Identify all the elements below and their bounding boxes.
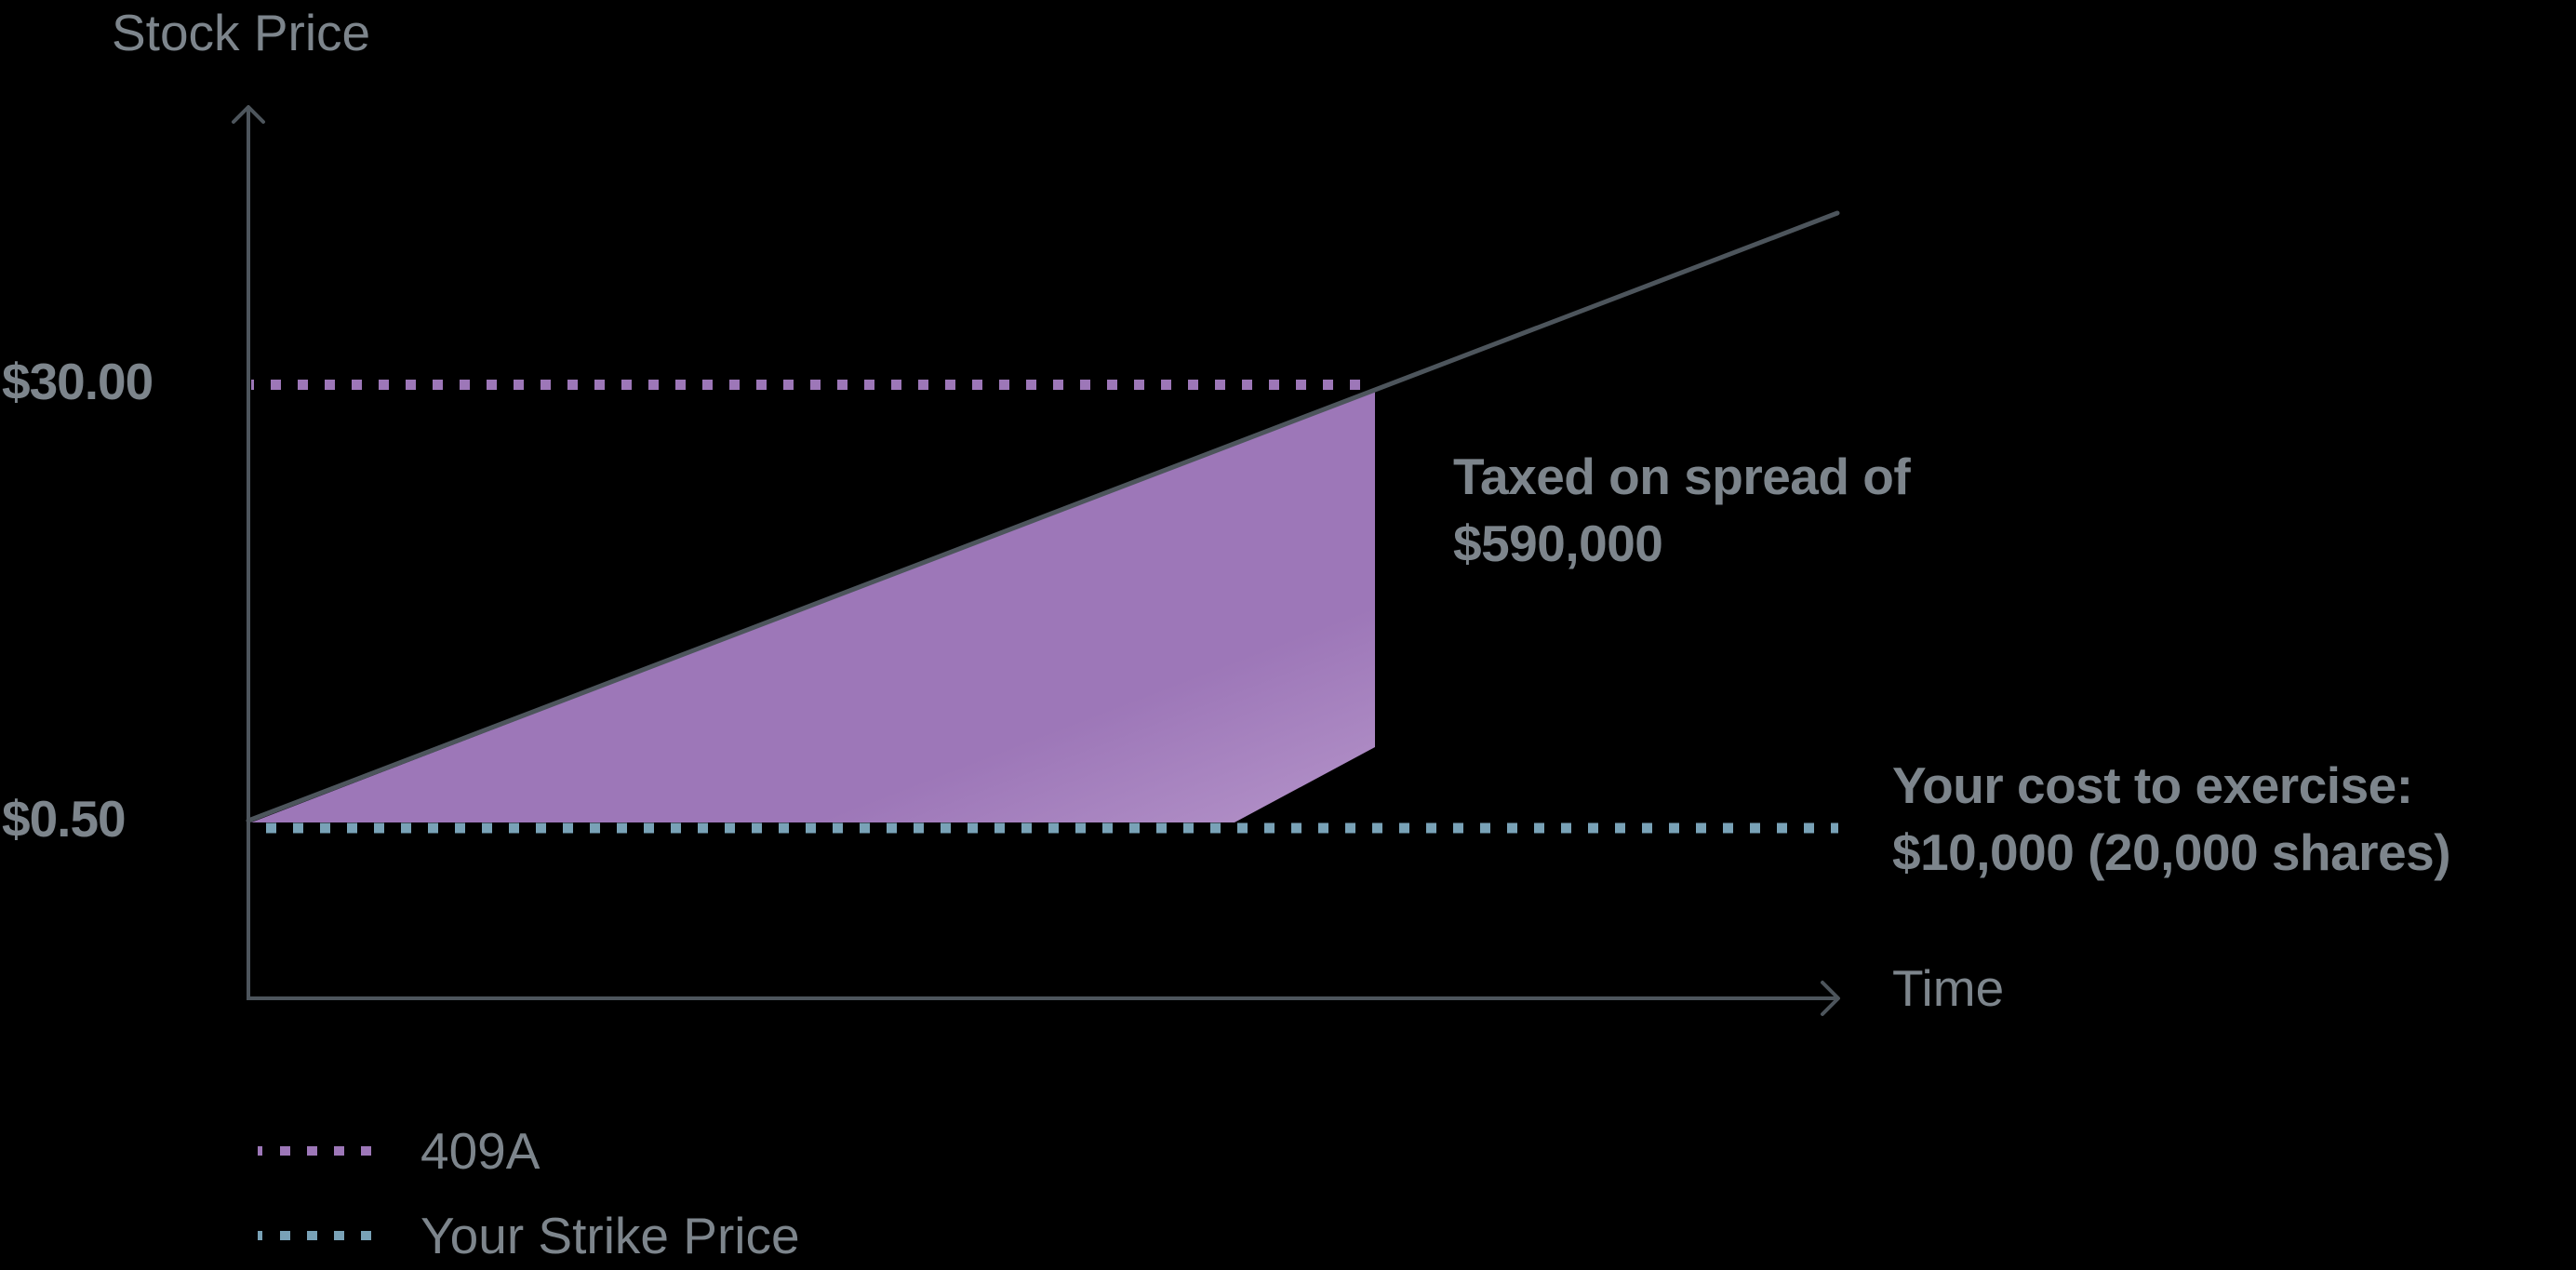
x-axis-title: Time xyxy=(1892,959,2005,1017)
stock-price-line xyxy=(246,210,1840,823)
y-axis-arrow-icon xyxy=(232,105,265,124)
y-axis-title: Stock Price xyxy=(112,4,371,61)
spread-annotation-amount: $590,000 xyxy=(1453,515,1663,572)
exercise-cost-line1: Your cost to exercise: xyxy=(1892,756,2413,814)
exercise-cost-amount: $10,000 (20,000 shares) xyxy=(1892,823,2451,881)
legend-swatch-409a-icon xyxy=(258,1146,383,1156)
x-axis-arrow-icon xyxy=(1821,981,1840,1016)
y-tick-label-low: $0.50 xyxy=(2,790,127,848)
legend-label-409a: 409A xyxy=(420,1121,541,1180)
legend-swatch-strike-icon xyxy=(258,1231,383,1240)
legend-item-409a: 409A xyxy=(258,1123,540,1179)
y-tick-label-high: $30.00 xyxy=(2,353,153,410)
exercise-cost-annotation: Your cost to exercise: $10,000 (20,000 s… xyxy=(1892,752,2451,886)
legend-item-strike-price: Your Strike Price xyxy=(258,1208,800,1263)
spread-annotation-line1: Taxed on spread of xyxy=(1453,448,1911,505)
legend-label-strike-price: Your Strike Price xyxy=(420,1206,800,1264)
spread-annotation: Taxed on spread of $590,000 xyxy=(1453,443,1911,577)
